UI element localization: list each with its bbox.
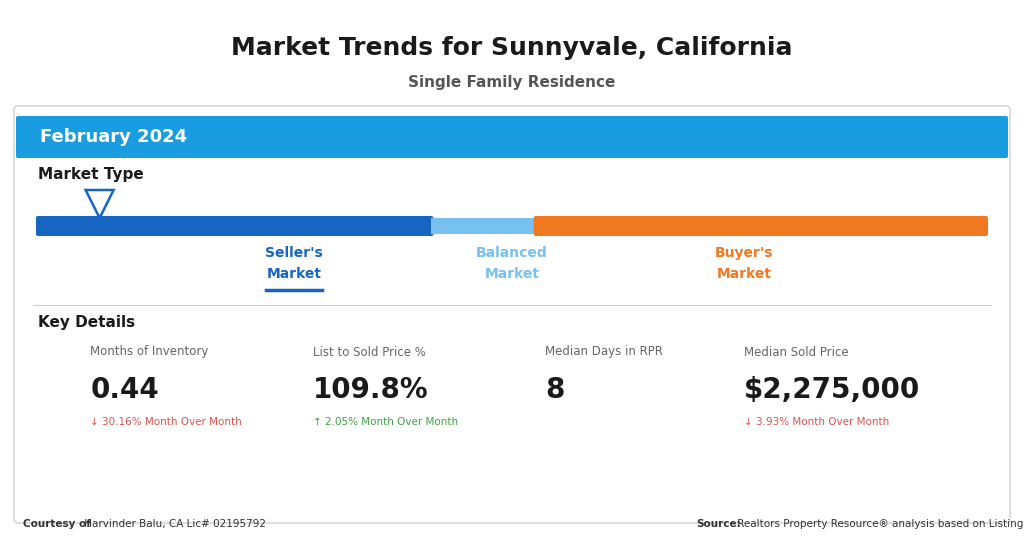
Text: List to Sold Price %: List to Sold Price % [313, 345, 426, 359]
Text: Months of Inventory: Months of Inventory [90, 345, 209, 359]
Text: ↓ 3.93% Month Over Month: ↓ 3.93% Month Over Month [744, 417, 890, 427]
Text: ↓ 30.16% Month Over Month: ↓ 30.16% Month Over Month [90, 417, 242, 427]
Polygon shape [86, 190, 114, 218]
FancyBboxPatch shape [534, 216, 988, 236]
Text: Single Family Residence: Single Family Residence [409, 75, 615, 90]
Text: $2,275,000: $2,275,000 [744, 376, 921, 404]
Text: Courtesy of: Courtesy of [23, 519, 91, 529]
Text: Key Details: Key Details [38, 315, 135, 330]
Text: Balanced
Market: Balanced Market [476, 246, 548, 281]
Text: Market Type: Market Type [38, 168, 143, 183]
Text: February 2024: February 2024 [40, 128, 187, 146]
Text: 0.44: 0.44 [90, 376, 159, 404]
Bar [431, 218, 536, 234]
FancyBboxPatch shape [36, 216, 433, 236]
Text: 8: 8 [545, 376, 564, 404]
Text: Harvinder Balu, CA Lic# 02195792: Harvinder Balu, CA Lic# 02195792 [81, 519, 266, 529]
Text: Median Days in RPR: Median Days in RPR [545, 345, 664, 359]
Text: Source:: Source: [696, 519, 741, 529]
Text: 109.8%: 109.8% [313, 376, 429, 404]
Text: Realtors Property Resource® analysis based on Listings: Realtors Property Resource® analysis bas… [734, 519, 1024, 529]
FancyBboxPatch shape [16, 116, 1008, 158]
Text: Seller's
Market: Seller's Market [265, 246, 323, 281]
FancyBboxPatch shape [14, 106, 1010, 523]
Text: Buyer's
Market: Buyer's Market [715, 246, 773, 281]
Text: Median Sold Price: Median Sold Price [744, 345, 849, 359]
Text: Market Trends for Sunnyvale, California: Market Trends for Sunnyvale, California [231, 36, 793, 60]
Text: ↑ 2.05% Month Over Month: ↑ 2.05% Month Over Month [313, 417, 458, 427]
